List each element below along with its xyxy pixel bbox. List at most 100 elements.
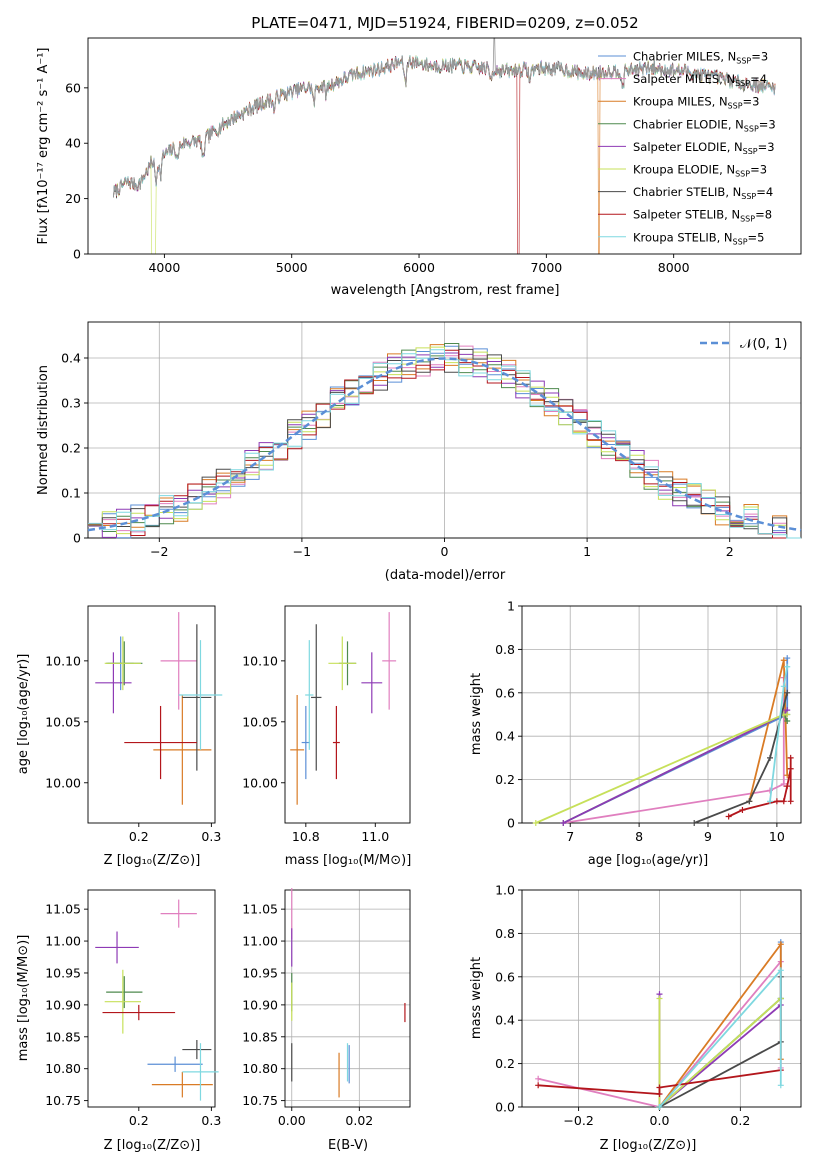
weight-marker-salpeter-stelib [773,798,780,805]
y-tick-label: 11.05 [242,902,278,917]
x-tick-label: 9 [704,829,712,844]
age-vs-mass-x-label: mass [log₁₀(M/M⊙)] [285,853,412,868]
x-tick-label: 0.02 [345,1113,373,1128]
y-tick-label: 10.80 [45,1061,81,1076]
y-tick-label: 11.00 [45,934,81,949]
x-tick-label: −1 [293,544,311,559]
axes-frame [521,605,802,824]
y-tick-label: 0 [73,531,81,546]
weight-marker-salpeter-stelib [656,1090,663,1097]
y-tick-label: 1 [507,599,515,614]
weight-vs-age-lines [532,655,794,826]
y-tick-label: 0.2 [495,772,515,787]
normal-curve [87,357,802,532]
weight-marker-kroupa-stelib [777,1082,784,1089]
spectrum-panel: PLATE=0471, MJD=51924, FIBERID=0209, z=0… [36,14,802,298]
legend-label-kroupa-miles: Kroupa MILES, NSSP=3 [633,95,759,111]
y-tick-label: 0.3 [61,396,81,411]
y-tick-label: 11.05 [45,902,81,917]
x-tick-label: 0.3 [201,829,221,844]
weight-marker-kroupa-stelib [780,683,787,690]
y-tick-label: 10.90 [242,997,278,1012]
y-tick-label: 10.90 [45,997,81,1012]
age-vs-z-x-label: Z [log₁₀(Z/Z⊙)] [104,853,201,868]
weight-line-salpeter-miles [563,677,785,824]
axes-frame [87,889,216,1108]
y-tick-label: 0.1 [61,486,81,501]
weight-marker-salpeter-miles [535,1075,542,1082]
mass-vs-z-panel: 0.2 0.3 10.75 10.80 10.85 10.90 10.95 11.00 11.0… [16,889,221,1153]
y-tick-label: 60 [65,80,81,95]
weight-marker-salpeter-stelib [784,783,791,790]
weight-marker-salpeter-stelib [787,798,794,805]
y-tick-label: 10.00 [242,775,278,790]
spectrum-x-label: wavelength [Angstrom, rest frame] [331,283,560,298]
legend-label-chabrier-stelib: Chabrier STELIB, NSSP=4 [633,185,773,201]
weight-marker-kroupa-stelib [767,798,773,805]
age-vs-z-panel: 0.2 0.3 10.00 10.05 10.10 Z [log₁₀(Z/Z⊙)] ag… [16,605,223,868]
residual-panel: −2 −1 0 1 200.10.20.30.4 (data-model)/error … [36,321,802,583]
y-tick-label: 10.75 [242,1093,278,1108]
legend-label-chabrier-elodie: Chabrier ELODIE, NSSP=3 [633,117,776,133]
x-tick-label: 8 [635,829,643,844]
y-tick-label: 1.0 [495,883,515,898]
weight-marker-kroupa-stelib [777,967,784,974]
spectrum-legend: Chabrier MILES, NSSP=3 Salpeter MILES, NS… [598,50,776,246]
weight-marker-chabrier-stelib [746,798,753,805]
weight-marker-kroupa-stelib [656,1104,663,1110]
weight-marker-chabrier-stelib [691,820,698,826]
y-tick-label: 10.10 [45,653,81,668]
weight-marker-chabrier-miles [784,655,791,662]
y-tick-label: 10.95 [45,965,81,980]
legend-label-salpeter-elodie: Salpeter ELODIE, NSSP=3 [633,140,775,156]
y-tick-label: 10.85 [45,1029,81,1044]
residual-x-label: (data-model)/error [385,568,506,583]
age-vs-z-axes: 0.2 0.3 10.00 10.05 10.10 [45,605,221,844]
mass-vs-z-x-label: Z [log₁₀(Z/Z⊙)] [104,1138,201,1153]
spectrum-y-label: Flux [fλ10⁻¹⁷ erg cm⁻² s⁻¹ A⁻¹] [36,48,51,245]
y-tick-label: 0 [73,247,81,262]
x-tick-label: 5000 [276,260,308,275]
weight-marker-kroupa-elodie [532,820,539,826]
x-tick-label: 0.2 [730,1113,750,1128]
y-tick-label: 40 [65,136,81,151]
weight-marker-kroupa-elodie [656,995,663,1002]
axes-frame [87,605,216,824]
x-tick-label: 0.3 [201,1113,221,1128]
weight-vs-z-y-label: mass weight [469,957,484,1039]
weight-marker-kroupa-stelib [784,663,791,670]
weight-marker-salpeter-elodie [560,820,567,826]
x-tick-label: 0.00 [278,1113,306,1128]
weight-vs-z-x-label: Z [log₁₀(Z/Z⊙)] [600,1138,697,1153]
mass-vs-z-axes: 0.2 0.3 10.75 10.80 10.85 10.90 10.95 11.00 11.0… [45,889,221,1128]
weight-marker-kroupa-miles [777,941,784,948]
x-tick-label: −2 [150,544,168,559]
age-vs-mass-axes: 10.8 11.0 10.00 10.05 10.10 [242,605,411,844]
weight-marker-salpeter-stelib [787,765,794,772]
y-tick-label: 10.05 [242,714,278,729]
age-vs-mass-panel: 10.8 11.0 10.00 10.05 10.10 mass [log₁₀(M/M⊙… [242,605,412,868]
x-tick-label: 7 [566,829,574,844]
axes-frame [87,321,802,539]
weight-line-salpeter-stelib [538,1069,781,1095]
observed-spectrum [113,37,776,197]
x-tick-label: 6000 [403,260,435,275]
spectrum-axes: 4000 5000 6000 7000 8000 0 20 40 60 [65,37,802,275]
y-tick-label: 0.8 [495,642,515,657]
x-tick-label: 4000 [148,260,180,275]
y-tick-label: 10.10 [242,653,278,668]
weight-marker-chabrier-stelib [767,754,773,761]
residual-legend: 𝒩(0, 1) [700,337,787,352]
age-vs-z-points [95,612,223,805]
mass-vs-z-y-label: mass [log₁₀(M/M⊙)] [16,935,31,1062]
x-tick-label: 10 [769,829,785,844]
weight-vs-z-panel: −0.2 0.0 0.2 0.0 0.2 0.4 0.6 0.8 1.0 Z [log₁₀(Z/… [469,883,802,1153]
x-tick-label: 0.2 [129,1113,149,1128]
x-tick-label: 0 [441,544,449,559]
weight-marker-salpeter-stelib [535,1082,542,1089]
age-vs-z-y-label: age [log₁₀(age/yr)] [16,654,31,775]
weight-marker-chabrier-stelib [784,689,791,696]
weight-vs-z-lines [535,939,784,1110]
